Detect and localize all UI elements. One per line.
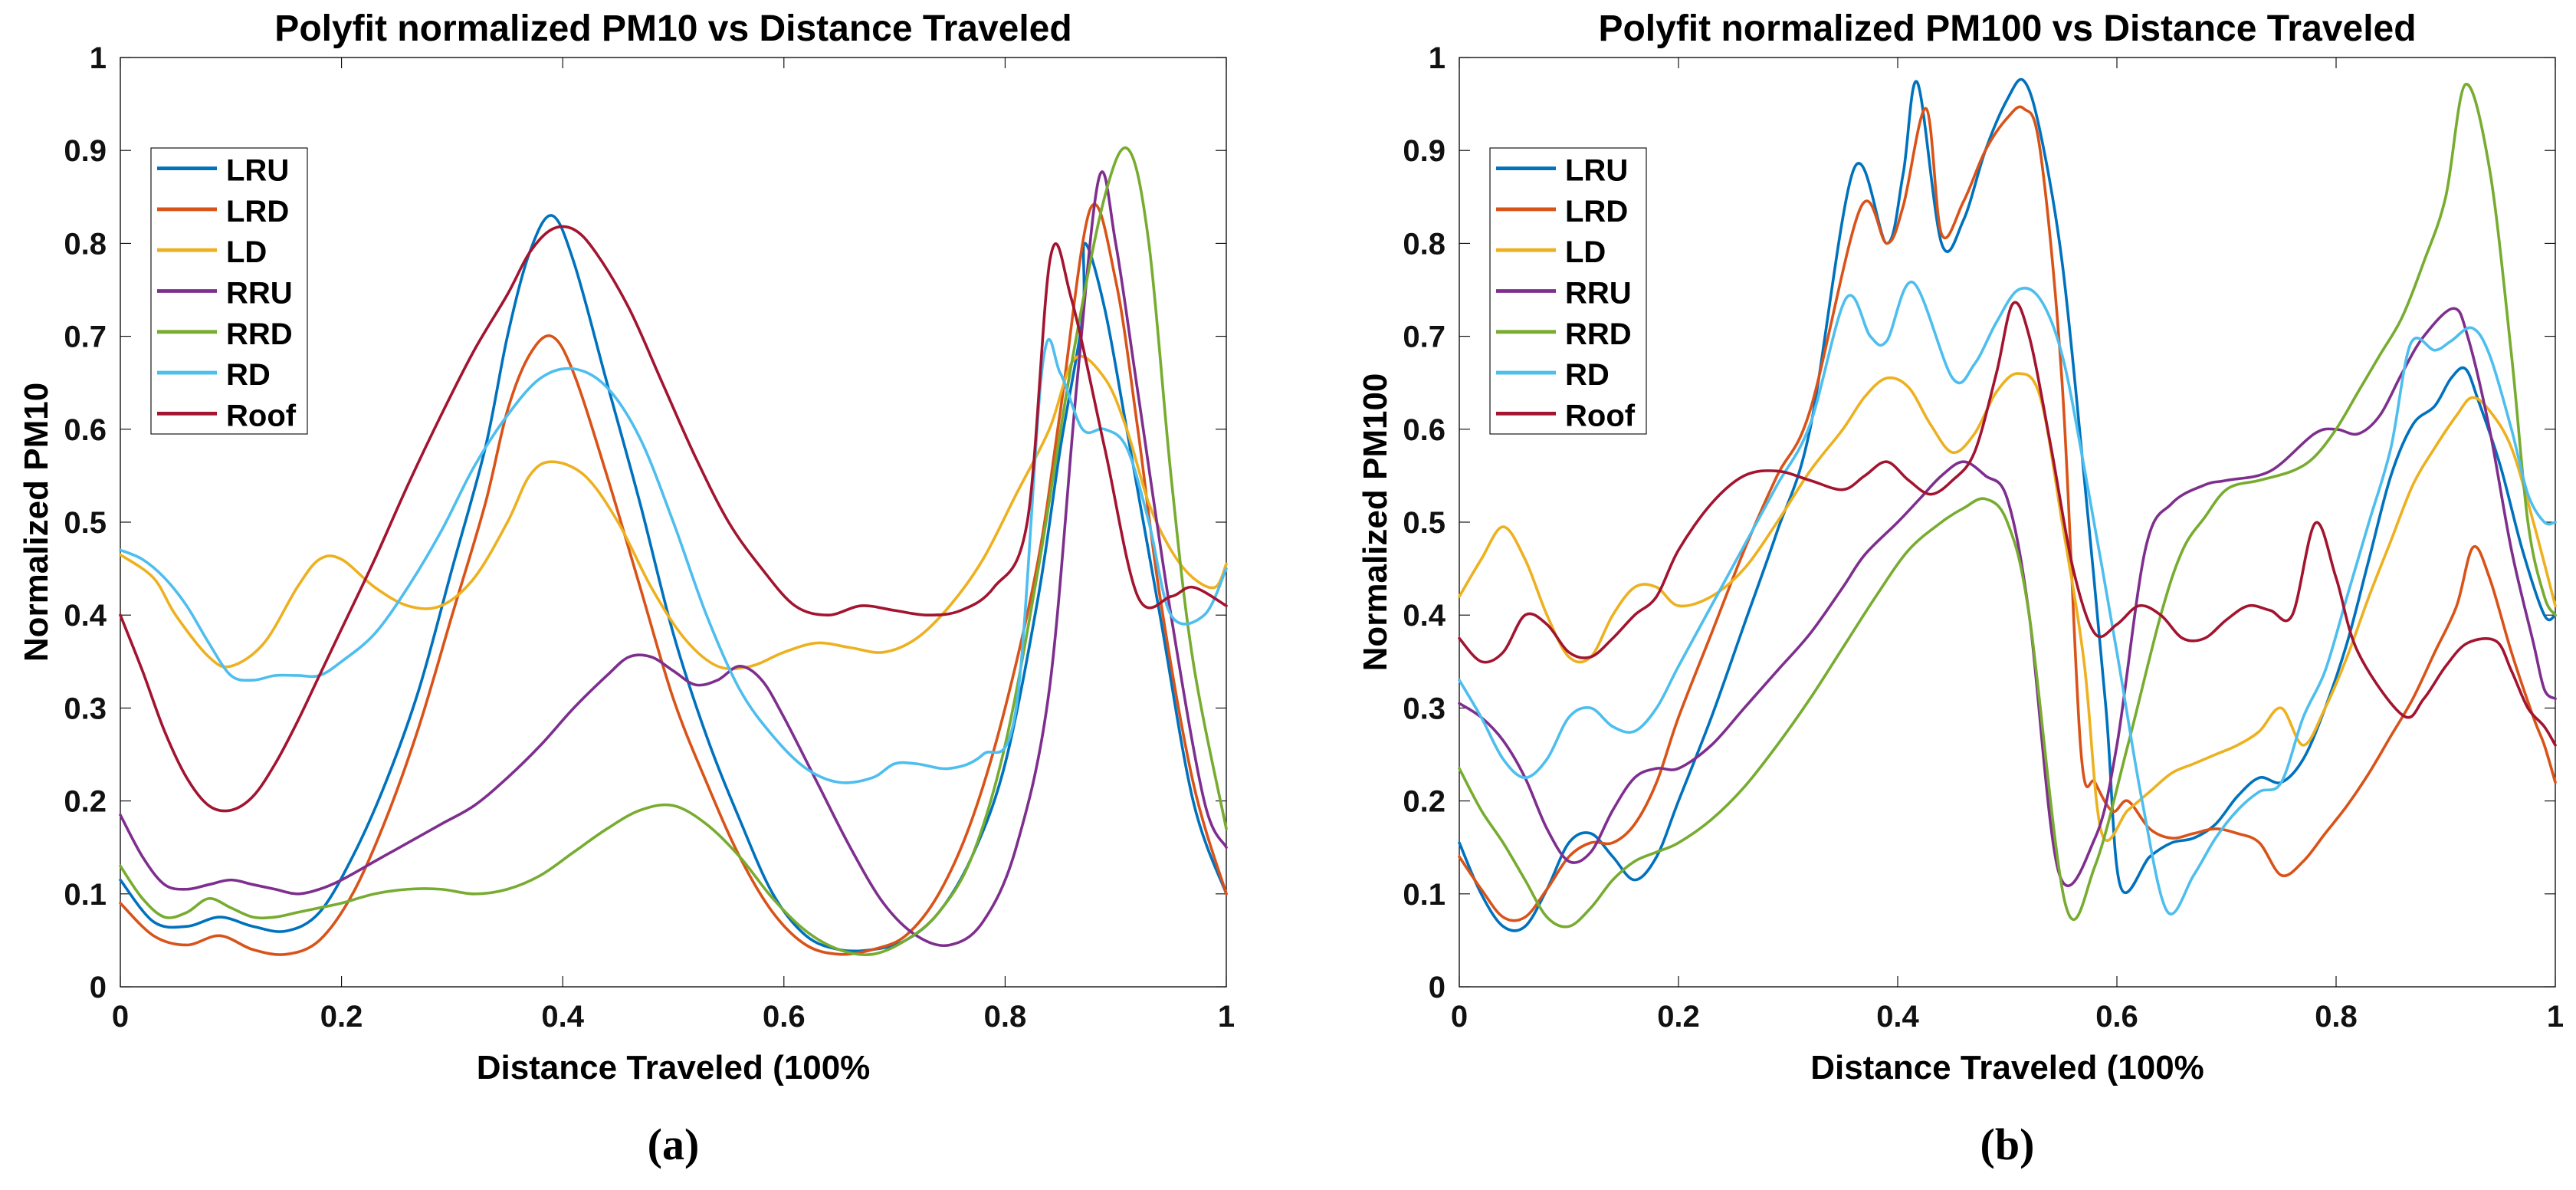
svg-text:0.4: 0.4: [541, 1000, 584, 1034]
svg-text:0.2: 0.2: [1403, 785, 1446, 819]
svg-text:0: 0: [112, 1000, 129, 1034]
svg-text:Roof: Roof: [226, 399, 297, 432]
svg-text:RRD: RRD: [226, 317, 293, 351]
svg-text:RD: RD: [1565, 358, 1610, 392]
svg-text:0.2: 0.2: [1657, 1000, 1700, 1034]
svg-text:0.8: 0.8: [1403, 227, 1446, 261]
svg-text:1: 1: [1218, 1000, 1235, 1034]
svg-text:0.4: 0.4: [1876, 1000, 1919, 1034]
svg-text:0.9: 0.9: [1403, 134, 1446, 168]
svg-text:0.4: 0.4: [64, 599, 107, 633]
svg-text:RRU: RRU: [1565, 277, 1632, 311]
svg-text:RRU: RRU: [226, 277, 293, 311]
svg-text:0: 0: [90, 971, 107, 1004]
svg-text:1: 1: [2547, 1000, 2564, 1034]
svg-text:0.3: 0.3: [64, 692, 107, 725]
svg-text:LD: LD: [226, 235, 267, 269]
svg-text:Polyfit normalized PM100 vs Di: Polyfit normalized PM100 vs Distance Tra…: [1598, 8, 2416, 49]
svg-text:0.1: 0.1: [1403, 878, 1446, 912]
svg-text:LRU: LRU: [226, 154, 289, 188]
svg-text:Normalized PM10: Normalized PM10: [18, 383, 55, 662]
svg-text:Roof: Roof: [1565, 399, 1636, 432]
svg-text:0.4: 0.4: [1403, 599, 1446, 633]
svg-text:Normalized PM100: Normalized PM100: [1357, 373, 1394, 672]
svg-text:0: 0: [1429, 971, 1446, 1004]
svg-text:0.8: 0.8: [984, 1000, 1027, 1034]
svg-text:0.7: 0.7: [64, 321, 107, 354]
svg-text:Distance Traveled (100%: Distance Traveled (100%: [1810, 1049, 2204, 1086]
svg-text:LRD: LRD: [226, 195, 289, 228]
svg-text:RRD: RRD: [1565, 317, 1632, 351]
svg-text:1: 1: [1429, 41, 1446, 75]
svg-text:0.2: 0.2: [320, 1000, 363, 1034]
svg-text:Polyfit normalized PM10 vs Dis: Polyfit normalized PM10 vs Distance Trav…: [274, 8, 1071, 49]
svg-text:0.6: 0.6: [64, 413, 107, 447]
svg-text:0.3: 0.3: [1403, 692, 1446, 725]
svg-text:0.8: 0.8: [2315, 1000, 2358, 1034]
svg-text:0.5: 0.5: [1403, 506, 1446, 540]
svg-text:Distance Traveled (100%: Distance Traveled (100%: [477, 1049, 871, 1086]
svg-text:LRU: LRU: [1565, 154, 1628, 188]
svg-text:0.6: 0.6: [1403, 413, 1446, 447]
svg-text:LRD: LRD: [1565, 195, 1628, 228]
svg-text:(b): (b): [1980, 1119, 2035, 1169]
svg-text:0.6: 0.6: [763, 1000, 806, 1034]
svg-text:0: 0: [1451, 1000, 1468, 1034]
svg-text:0.9: 0.9: [64, 134, 107, 168]
svg-text:0.1: 0.1: [64, 878, 107, 912]
svg-text:0.5: 0.5: [64, 506, 107, 540]
svg-text:RD: RD: [226, 358, 271, 392]
svg-text:0.6: 0.6: [2095, 1000, 2138, 1034]
svg-text:0.7: 0.7: [1403, 321, 1446, 354]
svg-text:0.2: 0.2: [64, 785, 107, 819]
svg-text:0.8: 0.8: [64, 227, 107, 261]
svg-text:LD: LD: [1565, 235, 1606, 269]
svg-text:1: 1: [90, 41, 107, 75]
svg-text:(a): (a): [648, 1119, 700, 1169]
